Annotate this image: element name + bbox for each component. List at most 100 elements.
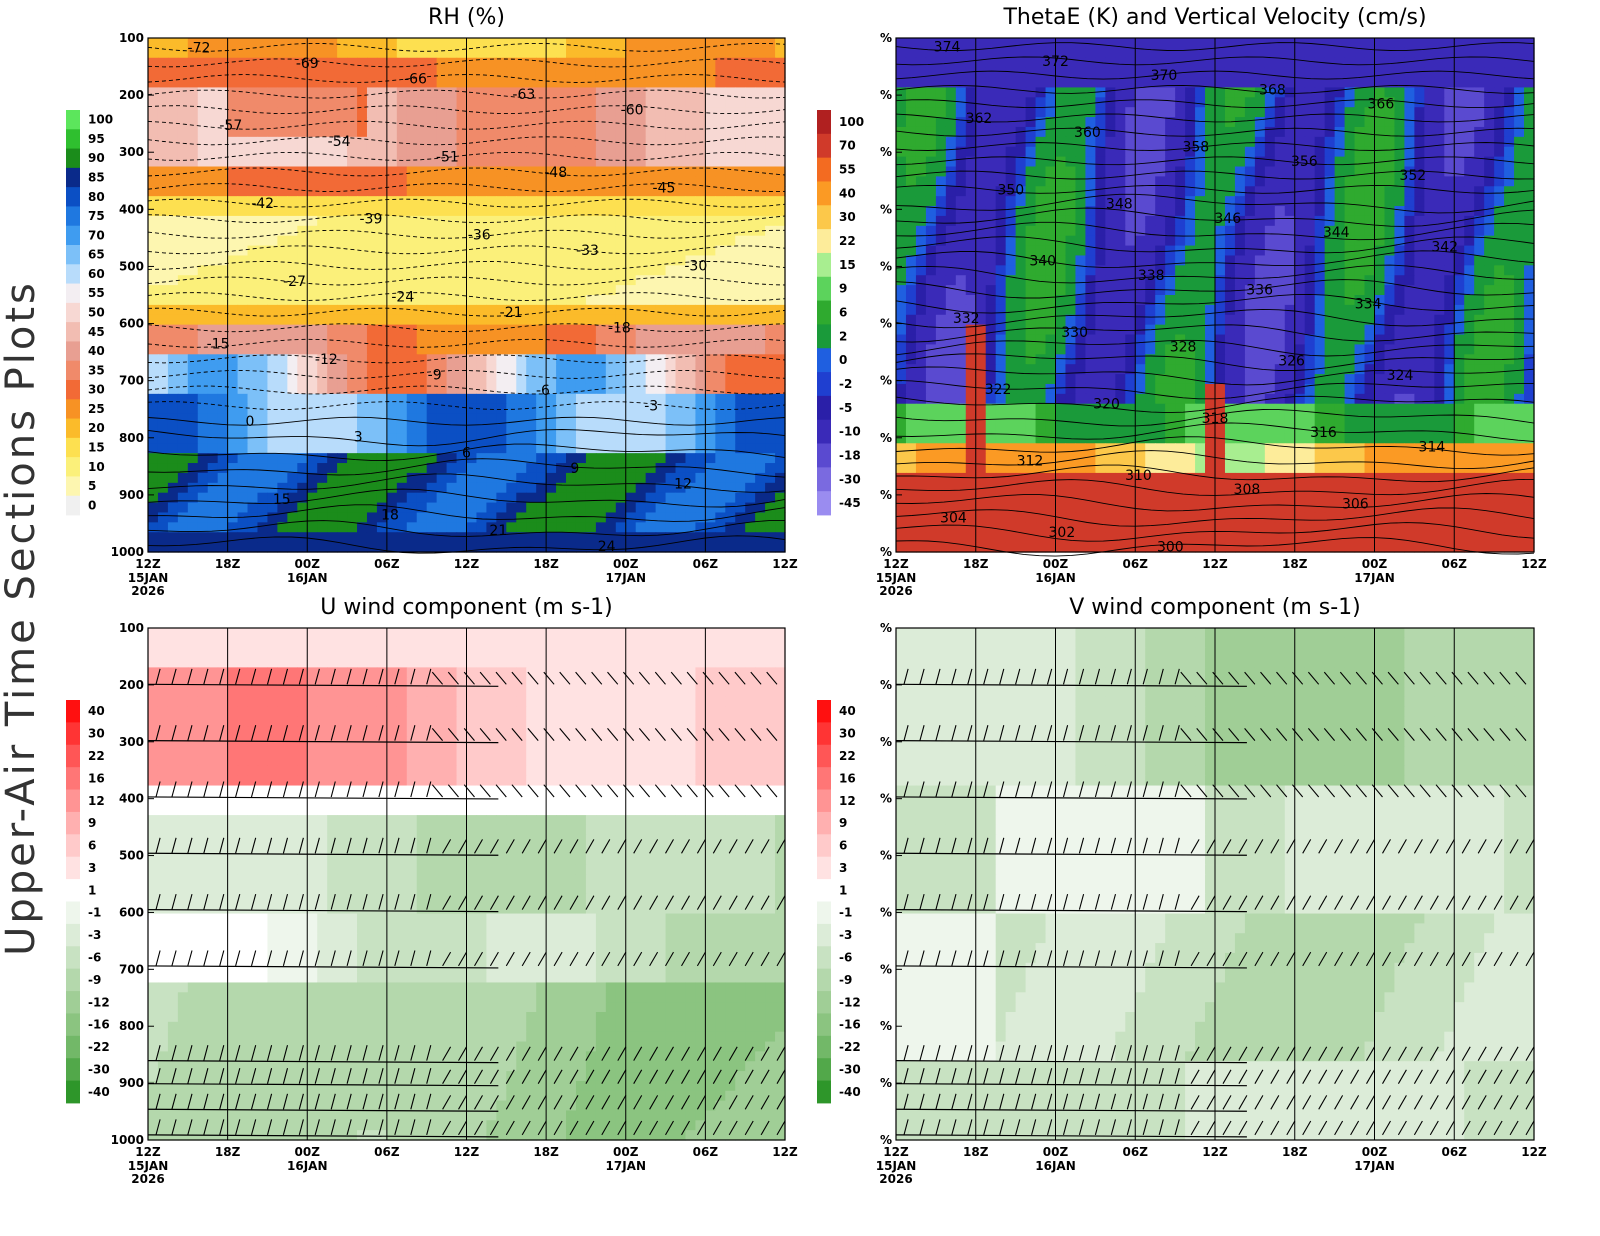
field-cell	[775, 443, 786, 454]
field-cell	[945, 156, 957, 168]
field-cell	[665, 255, 677, 266]
field-cell	[257, 47, 269, 59]
field-cell	[1504, 186, 1515, 197]
field-cell	[556, 512, 567, 523]
field-cell	[197, 542, 209, 553]
field-cell	[705, 67, 716, 79]
field-cell	[207, 433, 219, 444]
field-cell	[665, 196, 677, 207]
field-cell	[975, 107, 987, 118]
field-cell	[715, 235, 726, 247]
field-cell	[1484, 136, 1495, 148]
field-cell	[386, 87, 398, 98]
field-cell	[366, 47, 378, 59]
field-cell	[1474, 107, 1485, 118]
field-cell	[207, 453, 219, 464]
field-cell	[695, 255, 706, 266]
field-cell	[167, 413, 179, 425]
field-cell	[1364, 206, 1376, 217]
field-cell	[366, 482, 378, 494]
field-cell	[585, 393, 597, 405]
field-cell	[526, 433, 537, 444]
field-cell	[615, 324, 627, 336]
field-cell	[227, 502, 239, 514]
field-cell	[376, 196, 388, 207]
field-cell	[337, 482, 348, 494]
field-cell	[1504, 196, 1515, 207]
field-cell	[1055, 176, 1067, 187]
field-cell	[735, 285, 746, 296]
field-cell	[755, 542, 766, 553]
field-cell	[595, 354, 607, 365]
field-cell	[546, 146, 557, 158]
field-cell	[546, 453, 557, 464]
field-cell	[516, 255, 527, 266]
field-cell	[1524, 206, 1535, 217]
field-cell	[267, 215, 278, 227]
field-cell	[675, 512, 687, 523]
field-cell	[357, 314, 368, 326]
field-cell	[1215, 215, 1226, 227]
field-cell	[675, 265, 687, 276]
field-cell	[197, 156, 209, 168]
field-cell	[1364, 136, 1376, 148]
field-cell	[775, 413, 786, 425]
field-cell	[237, 136, 249, 148]
field-cell	[745, 235, 756, 247]
field-cell	[466, 265, 478, 276]
field-cell	[1494, 97, 1505, 108]
field-cell	[775, 295, 786, 306]
field-cell	[995, 156, 1007, 168]
field-cell	[566, 166, 577, 177]
field-cell	[556, 265, 567, 276]
field-cell	[446, 472, 458, 484]
field-cell	[546, 117, 557, 128]
field-cell	[1175, 47, 1186, 59]
field-cell	[546, 433, 557, 444]
field-cell	[1035, 225, 1047, 237]
field-cell	[446, 502, 458, 514]
field-cell	[237, 403, 249, 415]
field-cell	[995, 186, 1007, 197]
field-cell	[1304, 186, 1316, 197]
field-cell	[665, 38, 677, 49]
field-cell	[556, 126, 567, 138]
field-cell	[347, 235, 358, 247]
field-cell	[406, 314, 418, 326]
field-cell	[1524, 245, 1535, 257]
field-cell	[1464, 225, 1475, 237]
field-cell	[257, 235, 269, 247]
field-cell	[297, 472, 308, 484]
field-cell	[277, 463, 288, 474]
field-cell	[1414, 47, 1425, 59]
field-cell	[1005, 47, 1017, 59]
field-cell	[486, 433, 497, 444]
field-cell	[585, 107, 597, 118]
field-cell	[237, 482, 249, 494]
field-cell	[1374, 136, 1386, 148]
field-cell	[277, 77, 288, 89]
field-cell	[735, 38, 746, 49]
field-cell	[1324, 38, 1336, 49]
field-cell	[1284, 57, 1296, 69]
contour-line	[147, 370, 786, 379]
field-cell	[945, 67, 957, 79]
field-cell	[1414, 97, 1425, 108]
field-cell	[645, 453, 657, 464]
field-cell	[287, 344, 298, 355]
field-cell	[386, 492, 398, 504]
field-cell	[526, 324, 537, 336]
field-cell	[247, 275, 259, 286]
field-cell	[556, 215, 567, 227]
field-cell	[705, 166, 716, 177]
field-cell	[396, 77, 408, 89]
field-cell	[695, 47, 706, 59]
field-cell	[1005, 77, 1017, 89]
field-cell	[486, 146, 497, 158]
field-cell	[456, 502, 468, 514]
field-cell	[187, 344, 199, 355]
field-cell	[566, 403, 577, 415]
field-cell	[575, 285, 587, 296]
field-cell	[1524, 186, 1535, 197]
field-cell	[715, 393, 726, 405]
